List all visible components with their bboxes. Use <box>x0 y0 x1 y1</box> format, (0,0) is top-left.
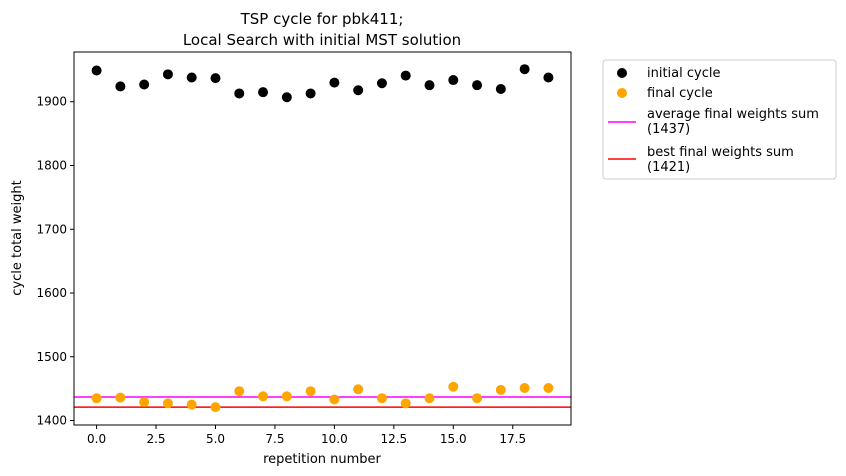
legend-marker-final-cycle <box>617 88 627 98</box>
final-cycle-point-13 <box>400 398 411 409</box>
initial-cycle-point-5 <box>210 73 221 84</box>
final-cycle-point-8 <box>281 391 292 402</box>
y-axis-label: cycle total weight <box>10 180 25 295</box>
final-cycle-point-6 <box>234 386 245 397</box>
legend-label-average-line2: (1437) <box>647 122 690 137</box>
initial-cycle-point-17 <box>495 83 506 94</box>
final-cycle-point-5 <box>210 402 221 413</box>
final-cycle-point-11 <box>353 384 364 395</box>
initial-cycle-point-6 <box>234 88 245 99</box>
plot-marks <box>74 64 571 413</box>
legend-label-initial-cycle: initial cycle <box>647 66 720 81</box>
y-tick-label: 1900 <box>36 95 67 109</box>
y-tick-label: 1400 <box>36 414 67 428</box>
plot-frame <box>73 51 572 426</box>
y-tick-label: 1800 <box>36 158 67 172</box>
initial-cycle-point-16 <box>472 80 483 91</box>
final-cycle-point-17 <box>495 384 506 395</box>
x-tick-label: 17.5 <box>499 432 526 446</box>
final-cycle-point-15 <box>448 381 459 392</box>
legend-label-average-line1: average final weights sum <box>647 107 819 122</box>
legend-frame <box>602 59 837 180</box>
final-cycle-point-4 <box>186 399 197 410</box>
final-cycle-point-16 <box>472 393 483 404</box>
initial-cycle-point-1 <box>115 81 126 92</box>
legend-label-best-line2: (1421) <box>647 160 690 175</box>
y-axis: 1400 1500 1600 1700 1800 1900 <box>36 95 74 428</box>
x-axis: 0.0 2.5 5.0 7.5 10.0 12.5 15.0 17.5 <box>87 425 526 446</box>
x-tick-label: 2.5 <box>146 432 165 446</box>
final-cycle-point-19 <box>543 383 554 394</box>
legend-label-best-line1: best final weights sum <box>647 145 794 160</box>
final-cycle-point-1 <box>115 392 126 403</box>
final-cycle-point-3 <box>162 398 173 409</box>
initial-cycle-point-9 <box>305 88 316 99</box>
final-cycle-point-2 <box>139 397 150 408</box>
final-cycle-point-18 <box>519 383 530 394</box>
x-tick-label: 7.5 <box>265 432 284 446</box>
initial-cycle-point-18 <box>519 64 530 75</box>
x-tick-label: 15.0 <box>440 432 467 446</box>
initial-cycle-point-12 <box>376 78 387 89</box>
legend: initial cycle final cycle average final … <box>602 59 837 180</box>
initial-cycle-point-2 <box>139 79 150 90</box>
y-tick-label: 1500 <box>36 350 67 364</box>
initial-cycle-point-3 <box>162 69 173 80</box>
final-cycle-point-12 <box>376 393 387 404</box>
final-cycle-point-0 <box>91 393 102 404</box>
initial-cycle-point-4 <box>186 72 197 83</box>
initial-cycle-point-14 <box>424 80 435 91</box>
chart-title-line2: Local Search with initial MST solution <box>183 31 461 49</box>
initial-cycle-point-0 <box>91 65 102 76</box>
final-cycle-point-14 <box>424 393 435 404</box>
x-tick-label: 5.0 <box>206 432 225 446</box>
legend-marker-initial-cycle <box>617 68 627 78</box>
final-cycle-point-9 <box>305 386 316 397</box>
initial-cycle-point-15 <box>448 75 459 86</box>
y-tick-label: 1700 <box>36 222 67 236</box>
initial-cycle-point-8 <box>281 92 292 103</box>
final-cycle-point-10 <box>329 394 340 405</box>
x-tick-label: 12.5 <box>380 432 407 446</box>
initial-cycle-point-10 <box>329 77 340 88</box>
initial-cycle-point-11 <box>353 85 364 96</box>
initial-cycle-point-19 <box>543 72 554 83</box>
y-tick-label: 1600 <box>36 286 67 300</box>
final-cycle-point-7 <box>258 391 269 402</box>
x-tick-label: 10.0 <box>321 432 348 446</box>
initial-cycle-point-13 <box>400 70 411 81</box>
x-axis-label: repetition number <box>263 452 381 467</box>
chart-title-line1: TSP cycle for pbk411; <box>240 10 404 28</box>
initial-cycle-point-7 <box>258 87 269 98</box>
legend-label-final-cycle: final cycle <box>647 86 713 101</box>
x-tick-label: 0.0 <box>87 432 106 446</box>
